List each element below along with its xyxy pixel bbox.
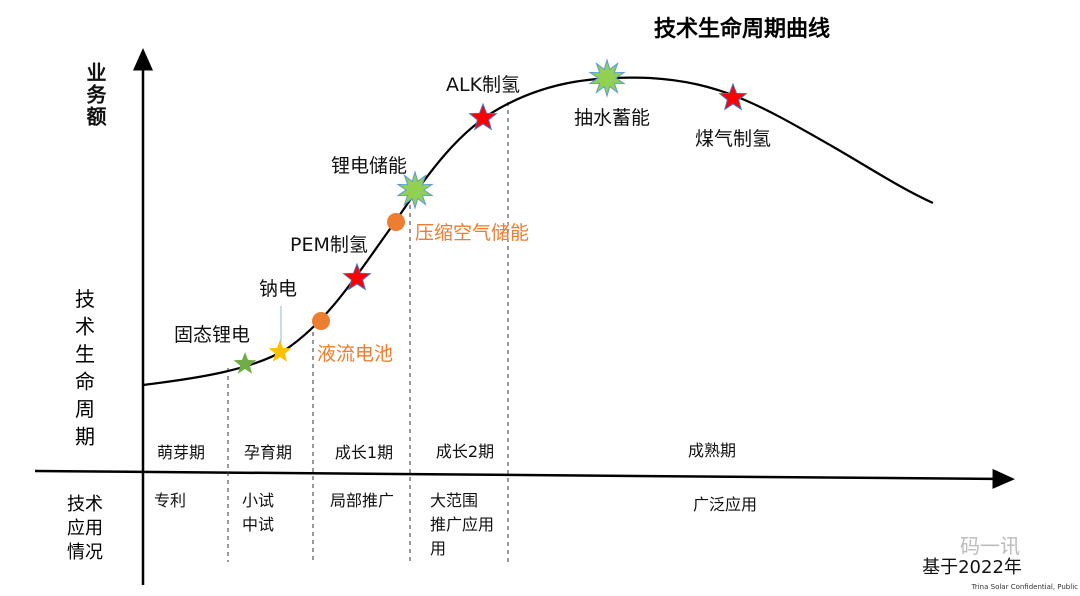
stage-row-label-char: 技 (75, 287, 95, 311)
application-label: 广泛应用 (693, 495, 757, 514)
stage-label: 成长1期 (335, 443, 393, 462)
stage-label: 孕育期 (244, 443, 292, 462)
application-label: 专利 (154, 491, 186, 510)
orange-dot-marker (312, 312, 330, 330)
footnote: 基于2022年 (922, 557, 1022, 578)
tech-label-solid-state: 固态锂电 (174, 324, 250, 346)
application-row-label-line: 技术 (67, 494, 103, 515)
diagram-title: 技术生命周期曲线 (654, 16, 830, 42)
tech-label-coal-gas: 煤气制氢 (695, 128, 771, 150)
green-burst-marker (588, 58, 626, 98)
yellow-star-marker (268, 340, 292, 362)
application-label: 中试 (242, 515, 274, 534)
tech-label-flow-battery: 液流电池 (317, 343, 393, 365)
tech-label-sodium: 钠电 (259, 278, 297, 300)
tech-label-caes: 压缩空气储能 (415, 222, 529, 244)
tech-label-alk: ALK制氢 (446, 74, 520, 96)
stage-row-label-char: 周 (75, 397, 95, 421)
application-label: 用 (430, 539, 446, 558)
tech-label-pem: PEM制氢 (290, 234, 368, 256)
technology-markers (233, 58, 748, 374)
stage-row-label: 技术生命周期 (75, 287, 95, 449)
red-star-marker (718, 82, 748, 111)
application-label: 小试 (242, 491, 274, 510)
stage-row-label-char: 术 (75, 315, 95, 339)
stage-label: 成长2期 (436, 442, 494, 461)
stage-dividers (227, 102, 509, 562)
red-star-marker (468, 102, 498, 131)
confidential-note: Trina Solar Confidential, Public (971, 583, 1079, 591)
stage-label: 萌芽期 (157, 443, 205, 462)
tech-label-li-storage: 锂电储能 (331, 155, 407, 177)
green-burst-marker (396, 170, 434, 210)
application-row-label-line: 情况 (67, 542, 103, 563)
watermark: 码一讯 (960, 534, 1020, 558)
stage-row-label-char: 生 (75, 342, 95, 366)
application-label: 局部推广 (330, 491, 394, 510)
stage-row-label-char: 期 (75, 425, 95, 449)
application-row-label-line: 应用 (67, 518, 103, 539)
orange-dot-marker (387, 213, 405, 231)
stage-row-label-char: 命 (75, 370, 95, 394)
x-axis (34, 468, 1015, 489)
application-label: 大范围 (430, 491, 478, 510)
green-star-marker (233, 352, 257, 374)
y-axis-label: 业务额 (83, 62, 107, 128)
stage-label: 成熟期 (688, 441, 736, 460)
lifecycle-curve (142, 76, 934, 387)
application-label: 推广应用 (430, 515, 494, 534)
red-star-marker (342, 262, 372, 291)
tech-label-pumped-hydro: 抽水蓄能 (574, 107, 650, 129)
